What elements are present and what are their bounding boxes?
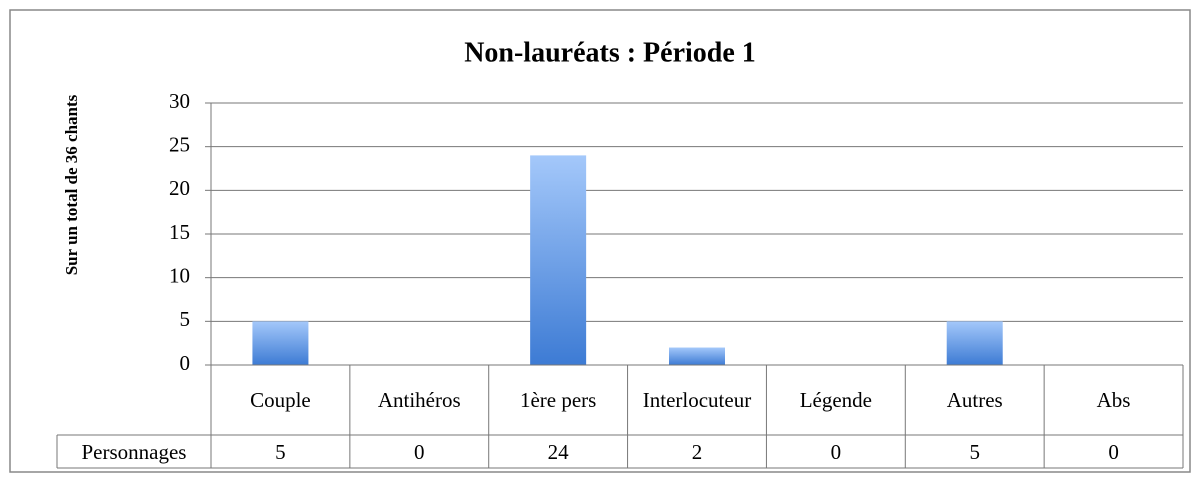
- chart-title: Non-lauréats : Période 1: [464, 37, 756, 68]
- chart-border: [9, 9, 1191, 473]
- data-table-series-name: Personnages: [81, 439, 187, 464]
- data-table-value: 5: [275, 439, 286, 464]
- data-table-value: 0: [414, 439, 425, 464]
- y-tick-label: 20: [169, 176, 190, 200]
- x-tick-label: Autres: [946, 388, 1003, 412]
- bar: [530, 155, 587, 365]
- y-axis-label: Sur un total de 36 chants: [62, 94, 81, 275]
- bar: [252, 321, 309, 365]
- x-tick-label: Antihéros: [377, 388, 461, 412]
- x-tick-label: Couple: [250, 388, 311, 412]
- bar: [946, 321, 1003, 365]
- data-table-value: 5: [969, 439, 980, 464]
- y-tick-label: 5: [180, 307, 191, 331]
- x-tick-label: 1ère pers: [519, 388, 597, 412]
- bar: [669, 347, 725, 365]
- y-tick-label: 25: [169, 132, 190, 156]
- x-tick-label: Abs: [1096, 388, 1131, 412]
- data-table-value: 0: [1108, 439, 1119, 464]
- x-tick-label: Interlocuteur: [642, 388, 752, 412]
- y-tick-label: 10: [169, 263, 190, 287]
- data-table-value: 2: [691, 439, 703, 464]
- x-tick-label: Légende: [799, 388, 872, 412]
- data-table-value: 24: [547, 439, 569, 464]
- y-tick-label: 30: [169, 89, 190, 113]
- y-tick-label: 15: [169, 220, 190, 244]
- data-table-value: 0: [830, 439, 842, 464]
- y-tick-label: 0: [180, 351, 191, 375]
